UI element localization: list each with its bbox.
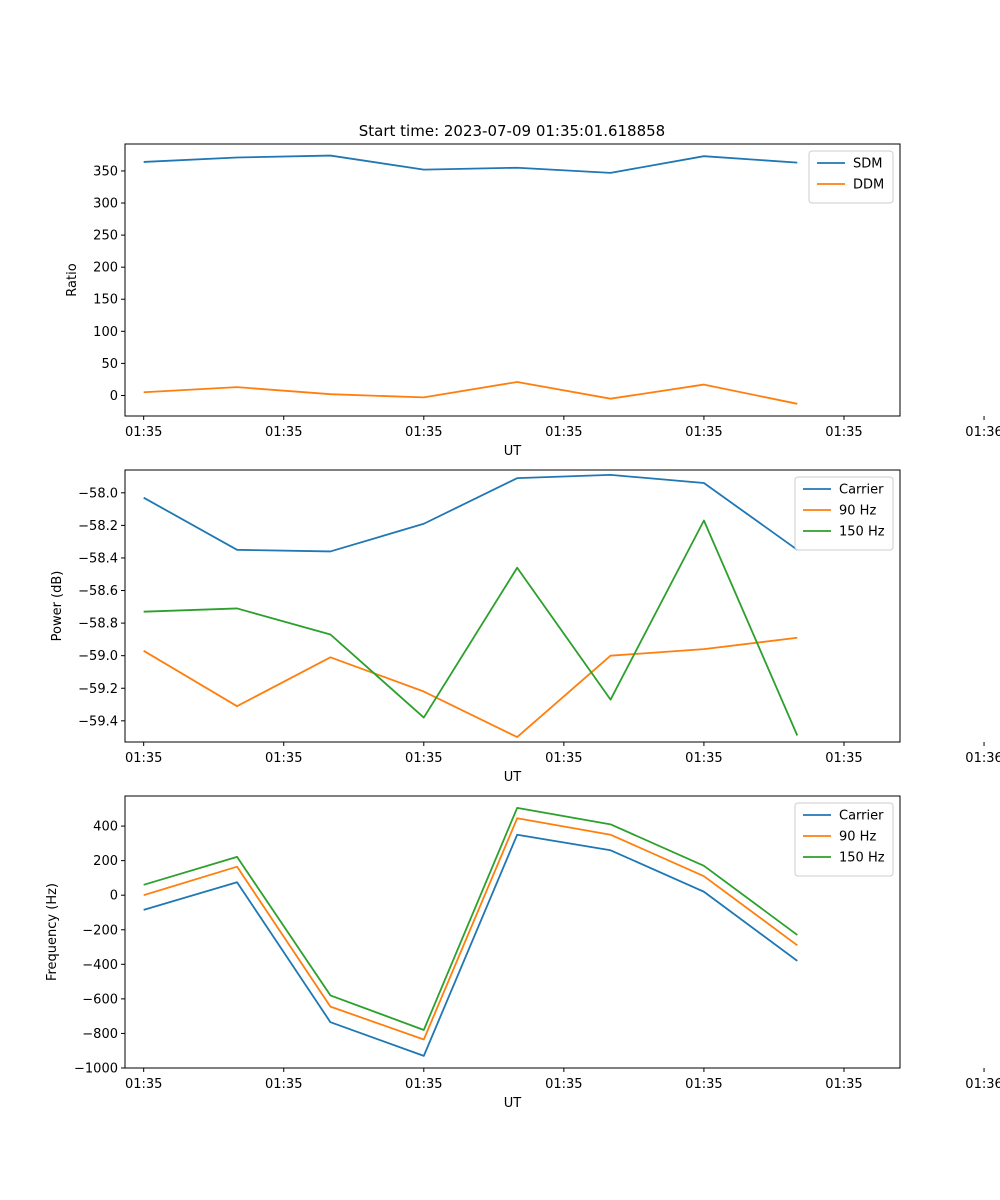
x-tick-label: 01:35 [125,751,162,766]
x-axis-label: UT [504,770,522,785]
y-tick-label: 50 [101,357,118,372]
legend-label: Carrier [839,483,884,498]
x-tick-label: 01:35 [545,751,582,766]
legend-box [808,150,894,204]
y-tick-label: −200 [82,923,118,938]
series-line-sdm [143,154,798,174]
x-tick-label: 01:36 [965,425,1000,440]
y-tick-label: −58.0 [78,486,118,501]
legend: Carrier 90 Hz 150 Hz [794,476,894,551]
series-line-carrier [143,473,798,553]
legend-label: 90 Hz [839,830,876,845]
x-tick-label: 01:35 [125,425,162,440]
legend-label: Carrier [839,809,884,824]
y-tick-label: 350 [93,164,118,179]
y-tick-label: 250 [93,229,118,244]
axes-frame [124,143,901,417]
x-tick-label: 01:35 [125,1077,162,1092]
legend-label: DDM [853,178,884,193]
series-line-90-hz [143,817,798,1041]
series-line-150-hz [143,519,799,736]
chart-panel-2: 01:35 01:35 01:35 01:35 01:35 01:35 01:36 −59.4… [50,469,1000,785]
y-tick-label: 100 [93,325,118,340]
x-tick-label: 01:36 [965,1077,1000,1092]
x-tick-label: 01:35 [825,751,862,766]
y-tick-label: −58.8 [78,617,118,632]
y-tick-label: −59.2 [78,682,118,697]
x-tick-label: 01:35 [825,425,862,440]
y-tick-label: 0 [110,889,118,904]
x-tick-label: 01:35 [405,1077,442,1092]
y-tick-label: −59.0 [78,649,118,664]
series-line-carrier [143,833,798,1057]
x-axis-label: UT [504,1096,522,1111]
x-tick-label: 01:35 [685,425,722,440]
y-axis-label: Ratio [65,263,80,296]
x-tick-label: 01:35 [545,425,582,440]
y-tick-label: 200 [93,261,118,276]
series-line-150-hz [143,807,798,1031]
x-axis-label: UT [504,444,522,459]
y-axis-label: Power (dB) [50,571,65,642]
legend-label: SDM [853,157,882,172]
series-line-90-hz [143,636,798,739]
y-tick-label: 400 [93,820,118,835]
y-tick-label: −59.4 [78,714,118,729]
x-tick-label: 01:36 [965,751,1000,766]
chart-panel-3: 01:35 01:35 01:35 01:35 01:35 01:35 01:36 −1000… [45,795,1000,1111]
axes-frame [124,469,901,743]
y-axis-label: Frequency (Hz) [45,883,60,981]
x-tick-label: 01:35 [405,751,442,766]
series-line-ddm [143,381,798,405]
x-tick-label: 01:35 [265,1077,302,1092]
chart-panel-1: 01:35 01:35 01:35 01:35 01:35 01:35 01:36 0 50 10… [65,143,1000,459]
legend-label: 150 Hz [839,525,885,540]
y-tick-label: −1000 [74,1062,118,1077]
legend-label: 150 Hz [839,851,885,866]
y-tick-label: 200 [93,854,118,869]
y-tick-label: 150 [93,293,118,308]
x-tick-label: 01:35 [685,751,722,766]
y-tick-label: −600 [82,992,118,1007]
x-tick-label: 01:35 [825,1077,862,1092]
x-tick-label: 01:35 [265,425,302,440]
y-tick-label: −58.4 [78,551,118,566]
x-tick-label: 01:35 [685,1077,722,1092]
y-tick-label: −400 [82,958,118,973]
axes-frame [124,795,901,1069]
y-tick-label: 0 [110,389,118,404]
y-tick-label: −58.2 [78,519,118,534]
legend: SDM DDM [808,150,894,204]
y-tick-label: −58.6 [78,584,118,599]
x-tick-label: 01:35 [405,425,442,440]
legend: Carrier 90 Hz 150 Hz [794,802,894,877]
x-tick-label: 01:35 [545,1077,582,1092]
y-tick-label: −800 [82,1027,118,1042]
figure-title: Start time: 2023-07-09 01:35:01.618858 [359,122,665,140]
y-tick-label: 300 [93,197,118,212]
x-tick-label: 01:35 [265,751,302,766]
legend-label: 90 Hz [839,504,876,519]
chart-panels: 01:35 01:35 01:35 01:35 01:35 01:35 01:36 0 50 10… [45,143,1000,1111]
